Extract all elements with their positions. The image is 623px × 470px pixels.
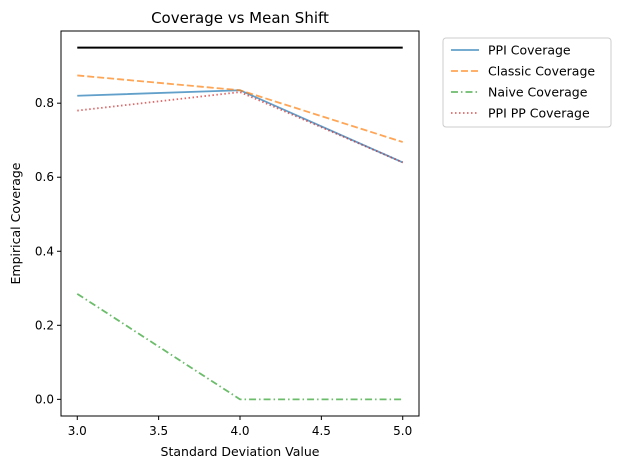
legend-entry: Naive Coverage: [488, 85, 588, 100]
legend-entry: Classic Coverage: [488, 64, 595, 79]
x-axis-ticks: 3.0 3.5 4.0 4.5 5.0: [68, 416, 412, 438]
x-axis-label: Standard Deviation Value: [161, 444, 320, 459]
legend-entry: PPI Coverage: [488, 43, 571, 58]
legend: PPI Coverage Classic Coverage Naive Covera…: [442, 37, 612, 128]
y-tick-label: 0.6: [35, 170, 54, 184]
series-line-3: [76, 293, 403, 401]
series-line-2: [77, 74, 404, 143]
y-axis-label: Empirical Coverage: [8, 162, 23, 284]
plot-frame: [60, 30, 420, 417]
y-tick-label: 0.2: [35, 318, 54, 332]
x-tick-label: 3.5: [149, 424, 168, 438]
legend-entry: PPI PP Coverage: [488, 106, 590, 121]
y-tick-label: 0.4: [35, 244, 54, 258]
chart-title: Coverage vs Mean Shift: [151, 9, 329, 27]
x-tick-label: 5.0: [393, 424, 412, 438]
y-tick-label: 0.8: [35, 96, 54, 110]
y-axis-ticks: 0.0 0.2 0.4 0.6 0.8: [35, 96, 61, 406]
x-tick-label: 4.5: [312, 424, 331, 438]
legend-box: [442, 37, 612, 128]
plot-lines: [76, 46, 404, 401]
x-tick-label: 4.0: [230, 424, 249, 438]
y-tick-label: 0.0: [35, 392, 54, 406]
x-tick-label: 3.0: [68, 424, 87, 438]
